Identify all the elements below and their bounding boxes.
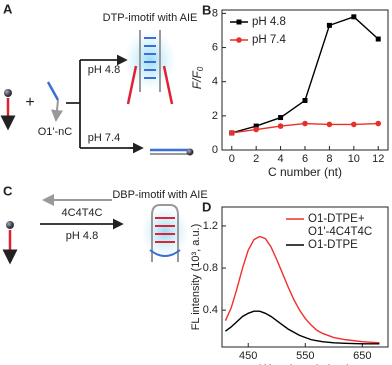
y-tick-label: 4 xyxy=(212,76,218,88)
panel-label: D xyxy=(202,199,211,214)
x-tick-label: 12 xyxy=(372,153,384,165)
legend-marker xyxy=(236,19,242,25)
x-axis-label: C number (nt) xyxy=(268,165,342,179)
series-line xyxy=(224,235,380,344)
x-tick-label: 6 xyxy=(302,153,308,165)
legend-marker xyxy=(236,37,242,43)
point xyxy=(351,14,357,20)
imotif xyxy=(149,204,181,262)
y-axis-label: FL intensity (10³, a.u.) xyxy=(190,224,202,331)
aie-glow xyxy=(124,30,176,90)
point xyxy=(351,121,357,128)
x-tick-label: 550 xyxy=(296,350,314,362)
point xyxy=(253,123,259,129)
fluorophore xyxy=(6,221,14,229)
panel-c: C DBP-imotif with AIE 4C4T4C pH 4.8 xyxy=(2,183,208,265)
y-axis-label: F/F0 xyxy=(190,66,205,89)
aie-glow xyxy=(141,206,189,258)
branch xyxy=(66,59,138,149)
x-tick-label: 10 xyxy=(348,153,360,165)
strand-label: 4C4T4C xyxy=(62,207,103,219)
point xyxy=(375,36,381,42)
plot-frame xyxy=(221,9,389,151)
condition: pH 4.8 xyxy=(88,64,120,76)
y-axis-label-sub: 0 xyxy=(196,66,205,71)
panel-label: C xyxy=(3,183,13,198)
plus: + xyxy=(25,94,34,111)
x-tick-label: 450 xyxy=(239,350,257,362)
fluorophore xyxy=(4,89,12,97)
legend-label: pH 4.8 xyxy=(252,16,286,28)
diagram-title: DTP-imotif with AIE xyxy=(103,12,198,24)
x-tick-label: 0 xyxy=(229,153,235,165)
legend-label: pH 7.4 xyxy=(252,34,286,46)
x-tick-label: 4 xyxy=(278,153,284,165)
panel-a: A DTP-imotif with AIE + O1'-nC pH 4.8 pH… xyxy=(0,1,198,156)
x-tick-label: 650 xyxy=(353,350,371,362)
legend-label-line: O1'-4C4T4C xyxy=(308,226,372,238)
legend-label-line: O1-DTPE+ xyxy=(308,213,365,225)
point xyxy=(326,121,333,128)
strand-label: O1'-nC xyxy=(38,126,73,138)
point xyxy=(278,115,284,121)
point xyxy=(326,22,332,28)
legend-label: O1-DTPE+ O1'-4C4T4C xyxy=(308,213,372,238)
condition: pH 4.8 xyxy=(66,230,98,242)
condition: pH 7.4 xyxy=(88,132,120,144)
y-tick-label: 6 xyxy=(212,41,218,53)
point xyxy=(228,130,235,136)
point xyxy=(302,97,308,103)
imotif xyxy=(126,30,174,105)
y-tick-label: 0.8 xyxy=(203,262,218,274)
x-axis-label: Wavelength (nm) xyxy=(260,362,351,365)
x-tick-label: 2 xyxy=(253,153,259,165)
series-line xyxy=(225,310,380,345)
y-tick-label: 0 xyxy=(212,144,218,156)
y-tick-label: 1.2 xyxy=(203,220,218,232)
point xyxy=(277,123,284,129)
point xyxy=(253,126,259,133)
legend-label: O1-DTPE xyxy=(308,239,358,251)
x-tick-label: 8 xyxy=(326,153,332,165)
y-tick-label: 8 xyxy=(212,7,218,19)
diagram-title: DBP-imotif with AIE xyxy=(112,189,207,201)
strand xyxy=(46,81,60,101)
panel-label: B xyxy=(202,2,211,17)
point xyxy=(375,120,382,127)
strand xyxy=(51,99,63,122)
fluorophore xyxy=(186,148,194,156)
plot-frame xyxy=(221,206,389,348)
point xyxy=(302,120,308,127)
y-axis-label-main: F/F xyxy=(190,71,204,90)
y-tick-label: 2 xyxy=(212,110,218,122)
panel-label: A xyxy=(3,1,13,16)
y-tick-label: 0.4 xyxy=(203,304,218,316)
